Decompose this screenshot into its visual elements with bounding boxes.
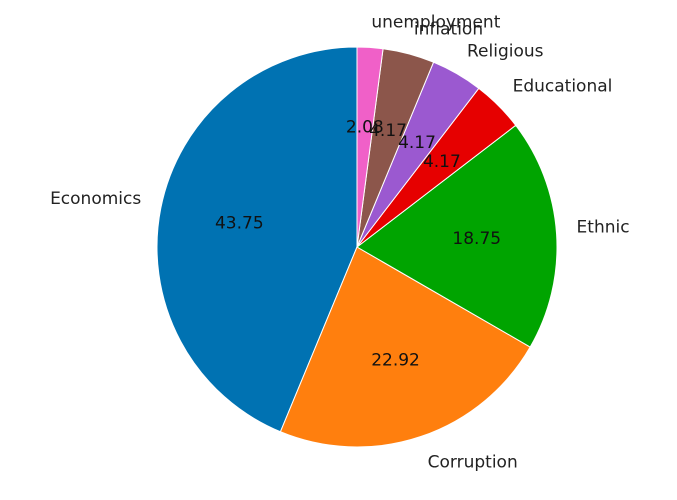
- category-labels: Economics Corruption Ethnic Educational Reli…: [50, 12, 629, 472]
- percent-label-economics: 43.75: [215, 214, 264, 234]
- category-label-religious: Religious: [467, 41, 544, 61]
- category-label-ethnic: Ethnic: [577, 218, 630, 238]
- pie-slice-corruption: [279, 246, 531, 448]
- percent-label-corruption: 22.92: [371, 351, 420, 371]
- percent-label-educational: 4.17: [423, 152, 461, 172]
- pie-slices: [156, 46, 558, 448]
- percent-label-religious: 4.17: [398, 133, 436, 153]
- percent-label-inflation: 4.17: [369, 121, 407, 141]
- percent-label-unemployment: 2.08: [346, 117, 384, 137]
- pie-slice-ethnic: [356, 124, 558, 348]
- percent-label-ethnic: 18.75: [452, 229, 501, 249]
- category-label-unemployment: unemployment: [371, 12, 500, 32]
- category-label-educational: Educational: [513, 76, 613, 96]
- pie-slice-unemployment: [356, 46, 384, 248]
- category-label-inflation: inflation: [414, 19, 483, 39]
- pie-slice-economics: [156, 46, 358, 433]
- category-label-economics: Economics: [50, 189, 141, 209]
- category-label-corruption: Corruption: [428, 452, 518, 472]
